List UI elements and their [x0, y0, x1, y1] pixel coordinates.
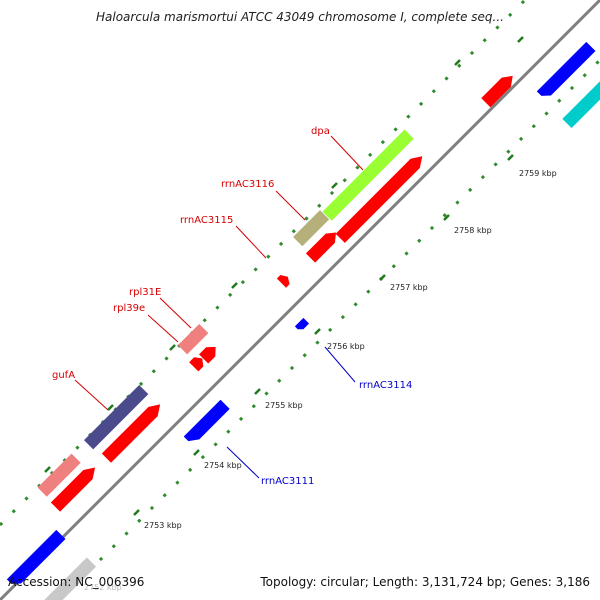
gene-label-gufA: gufA [52, 370, 75, 381]
tick-label: 2757 kbp [390, 283, 428, 292]
tick-label: 2755 kbp [265, 401, 303, 410]
gene-arrow[interactable] [305, 228, 341, 263]
gene-label-rrnAC3111: rrnAC3111 [261, 476, 314, 487]
leader-line [74, 379, 109, 411]
gene-arrow-rrnAC3111[interactable] [183, 399, 230, 446]
gene-cyan-top[interactable] [562, 69, 600, 129]
gene-label-dpa: dpa [311, 126, 330, 137]
gene-label-rpl31E: rpl31E [129, 287, 161, 298]
gene-arrow[interactable] [101, 400, 165, 463]
leader-line [275, 190, 306, 221]
tick-label: 2758 kbp [454, 226, 492, 235]
gene-arrow[interactable] [481, 71, 517, 108]
leader-line [226, 446, 260, 479]
forward-arrows [50, 71, 517, 512]
guide-track-lower [98, 57, 600, 562]
tick-label: 2754 kbp [204, 461, 242, 470]
tick-label: 2759 kbp [519, 169, 557, 178]
gene-gufA[interactable] [83, 384, 149, 450]
gene-label-rrnAC3114: rrnAC3114 [359, 380, 412, 391]
tick-mark [454, 59, 461, 66]
guide-track-upper [0, 0, 528, 527]
tick-mark [169, 344, 176, 351]
tick-mark [231, 282, 238, 289]
gene-blue-bottom[interactable] [6, 529, 66, 589]
reverse-track [6, 41, 600, 600]
gene-blue-top[interactable] [536, 41, 596, 101]
gene-label-rpl39e: rpl39e [113, 303, 145, 314]
leader-line [159, 297, 192, 329]
gene-grey-bottom[interactable] [37, 557, 97, 600]
tick-mark [314, 328, 321, 335]
tick-mark [133, 509, 140, 516]
tick-mark [379, 274, 386, 281]
gene-label-rrnAC3116: rrnAC3116 [221, 179, 274, 190]
gene-arrow-rrnAC3116-small[interactable] [276, 272, 293, 288]
tick-mark [193, 449, 200, 456]
scale-ticks [44, 36, 524, 516]
tick-mark [517, 36, 524, 43]
tick-mark [443, 214, 450, 221]
tick-label: 2756 kbp [327, 342, 365, 351]
tick-mark [44, 466, 51, 473]
map-title: Haloarcula marismortui ATCC 43049 chromo… [96, 10, 504, 24]
tick-label: 2753 kbp [144, 521, 182, 530]
tick-label-partial: 2752 kbp [84, 583, 122, 592]
gene-dpa[interactable] [322, 129, 414, 221]
tick-mark [507, 154, 514, 161]
leader-line [324, 346, 356, 383]
genome-summary: Topology: circular; Length: 3,131,724 bp… [260, 575, 590, 589]
gene-rpl39e[interactable] [177, 323, 209, 355]
gene-rrnAC3115[interactable] [293, 210, 330, 247]
gene-arrow[interactable] [335, 152, 427, 243]
gene-arrow-rpl31E[interactable] [199, 342, 220, 364]
accession-label: Accession: NC_006396 [8, 575, 145, 589]
gene-arrow-rrnAC3114[interactable] [294, 317, 310, 332]
gene-arrow[interactable] [189, 354, 207, 372]
leader-line [147, 314, 179, 343]
leader-line [235, 225, 267, 259]
leader-line [330, 135, 364, 171]
gene-label-rrnAC3115: rrnAC3115 [180, 215, 233, 226]
tick-mark [254, 388, 261, 395]
gene-arrow[interactable] [50, 463, 100, 512]
tick-mark [107, 404, 114, 411]
forward-track [37, 129, 414, 497]
tick-mark [331, 182, 338, 189]
gene-pink-left[interactable] [37, 453, 81, 497]
